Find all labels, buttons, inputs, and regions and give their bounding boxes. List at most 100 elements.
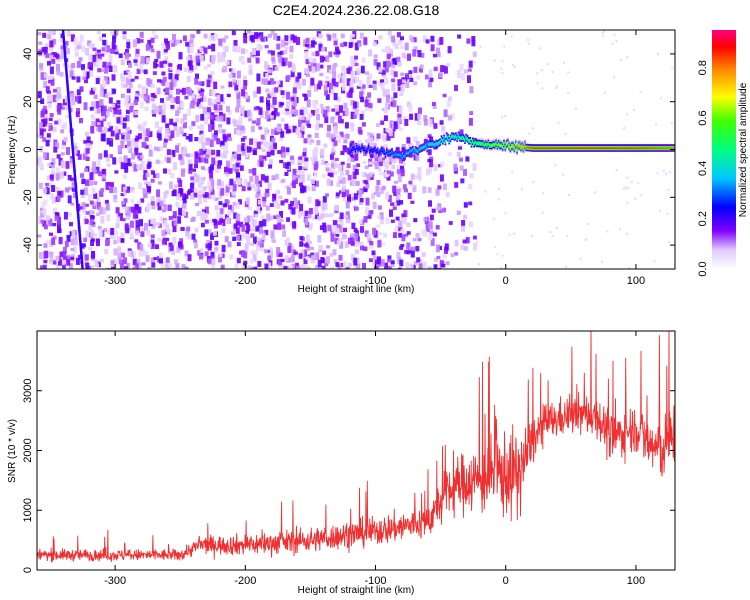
spectrogram-cell [385, 127, 390, 132]
spectrogram-cell [413, 150, 416, 153]
spectrogram-cell [442, 93, 447, 98]
spectrogram-cell [495, 139, 498, 142]
spectrogram-cell [124, 167, 129, 173]
spectrogram-cell [513, 145, 516, 148]
spectrogram-cell [628, 150, 630, 152]
spectrogram-cell [43, 46, 48, 55]
spectrogram-cell [417, 152, 419, 154]
spectrogram-cell [530, 145, 533, 148]
spectrogram-cell [428, 143, 431, 145]
spectrogram-cell [157, 237, 162, 242]
spectrogram-cell [646, 147, 649, 149]
spectrogram-cell [449, 135, 452, 138]
spectrogram-cell [292, 125, 297, 133]
spectrogram-cell [448, 221, 453, 225]
spectrogram-cell [200, 176, 205, 185]
spectrogram-cell [635, 144, 638, 146]
spectrogram-cell [428, 80, 433, 88]
spectrogram-cell [141, 248, 146, 256]
snr-xlabel: Height of straight line (km) [298, 585, 415, 596]
spectrogram-cell [396, 188, 400, 195]
spectrogram-cell [254, 213, 259, 218]
spectrogram-cell [379, 151, 382, 153]
spectrogram-cell [383, 148, 386, 150]
spectrogram-cell [122, 122, 127, 129]
spectrogram-cell [172, 189, 177, 197]
spectrogram-cell [260, 134, 265, 140]
spectrogram-cell [494, 144, 496, 146]
spectrogram-cell [544, 148, 547, 151]
spectrogram-cell [354, 153, 359, 161]
spectrogram-cell [642, 150, 645, 152]
spectrogram-cell [314, 84, 318, 92]
spectrogram-cell [253, 106, 258, 111]
spectrogram-cell [108, 106, 113, 113]
spectrogram-cell [330, 234, 335, 242]
spectrogram-cell [492, 146, 495, 148]
spectrogram-cell [626, 147, 629, 149]
spectrogram-cell [325, 55, 330, 63]
spectrogram-cell [396, 56, 401, 62]
spectrogram-cell [443, 134, 445, 137]
spectrogram-cell [431, 140, 434, 142]
spectrogram-cell [52, 223, 57, 227]
spectrogram-cell [366, 76, 371, 85]
spectrogram-cell [371, 148, 374, 151]
spectrogram-cell [461, 225, 465, 232]
spectrogram-cell [607, 147, 610, 149]
spectrogram-cell [581, 147, 584, 149]
x-tick-label: -200 [234, 575, 256, 587]
spectrogram-cell [613, 147, 616, 149]
spectrogram-cell [257, 34, 262, 40]
spectrogram-cell [531, 144, 534, 146]
spectrogram-cell [104, 199, 109, 204]
spectrogram-cell [350, 122, 355, 128]
spectrogram-cell [439, 138, 442, 141]
spectrogram-cell [139, 94, 144, 99]
spectrogram-cell [207, 45, 212, 49]
spectrogram-cell [256, 32, 261, 37]
spectrogram-cell [155, 221, 160, 227]
spectrogram-cell [513, 144, 516, 147]
spectrogram-cell [89, 106, 94, 111]
spectrogram-cell [398, 127, 403, 132]
spectrogram-cell [49, 232, 53, 236]
spectrogram-cell [439, 259, 444, 268]
spectrogram-cell [285, 128, 290, 134]
spectrogram-cell [136, 164, 141, 169]
spectrogram-cell [361, 148, 363, 151]
spectrogram-cell [134, 56, 138, 62]
spectrogram-cell [274, 200, 279, 207]
spectrogram-cell [466, 138, 469, 140]
spectrogram-cell [445, 192, 450, 198]
spectrogram-cell [521, 141, 524, 143]
spectrogram-cell [173, 219, 178, 226]
spectrogram-cell [508, 146, 511, 149]
spectrogram-cell [80, 243, 85, 249]
spectrogram-cell [96, 49, 101, 53]
spectrogram-cell [520, 147, 522, 150]
spectrogram-cell [141, 167, 146, 171]
spectrogram-cell [568, 194, 570, 196]
spectrogram-cell [150, 234, 155, 239]
spectrogram-cell [103, 65, 108, 74]
spectrogram-cell [497, 140, 500, 142]
spectrogram-cell [651, 147, 654, 149]
spectrogram-cell [62, 140, 67, 146]
spectrogram-cell [580, 150, 582, 152]
spectrogram-cell [330, 116, 335, 124]
spectrogram-cell [256, 38, 261, 42]
spectrogram-cell [56, 105, 61, 112]
spectrogram-cell [645, 148, 647, 151]
spectrogram-cell [134, 75, 139, 80]
spectrogram-cell [418, 148, 421, 151]
spectrogram-cell [75, 111, 80, 118]
spectrogram-cell [413, 136, 418, 143]
spectrogram-cell [57, 93, 62, 99]
spectrogram-cell [325, 167, 330, 172]
spectrogram-cell [352, 150, 354, 153]
spectrogram-cell [474, 139, 477, 142]
spectrogram-cell [297, 132, 302, 139]
spectrogram-cell [315, 252, 320, 260]
spectrogram-cell [456, 138, 459, 141]
